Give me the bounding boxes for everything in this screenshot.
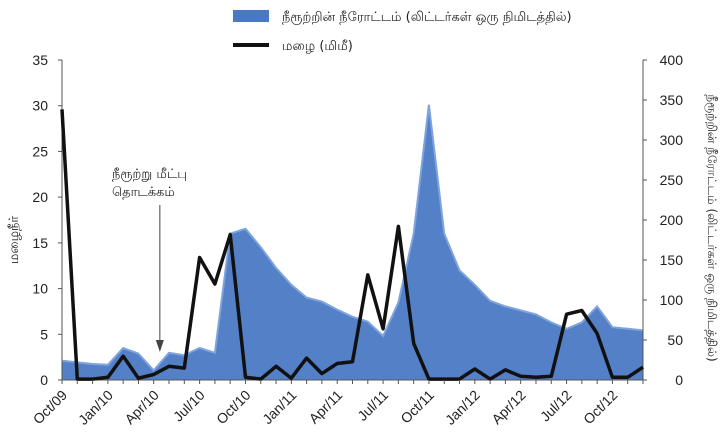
x-tick-label: Oct/12 [580, 387, 621, 428]
left-axis-title: மழைநீர் [7, 216, 22, 265]
left-tick-label: 15 [32, 235, 48, 251]
annotation-arrow-head [155, 340, 164, 352]
left-axis-ticks: 0 5 10 15 20 25 30 35 [32, 52, 62, 388]
legend-rain-label: மழை (மிமீ) [282, 39, 353, 54]
x-tick-label: Oct/11 [397, 387, 437, 427]
right-tick-label: 150 [660, 252, 684, 268]
x-tick-label: Apr/11 [306, 387, 346, 427]
flow-area [62, 104, 643, 381]
left-tick-label: 30 [32, 98, 48, 114]
x-tick-label: Oct/10 [213, 387, 254, 428]
x-tick-label: Apr/10 [121, 387, 162, 428]
right-tick-label: 200 [660, 212, 684, 228]
plot-area [60, 60, 644, 381]
x-tick-label: Jul/12 [537, 387, 575, 425]
right-tick-label: 300 [660, 132, 684, 148]
annotation-line-1: நீரூற்று மீட்பு [112, 167, 187, 182]
rain-line [60, 109, 644, 381]
legend-flow-swatch [233, 10, 269, 22]
annotation-line-2: தொடக்கம் [112, 185, 175, 200]
left-tick-label: 20 [32, 189, 48, 205]
left-tick-label: 10 [32, 281, 48, 297]
x-tick-label: Jan/12 [442, 387, 483, 428]
left-tick-label: 25 [32, 143, 48, 159]
annotation: நீரூற்று மீட்பு தொடக்கம் [112, 167, 187, 352]
flow-area-edge [61, 104, 644, 372]
legend: நீரூற்றின் நீரோட்டம் (லிட்டர்கள் ஒரு நிம… [233, 10, 572, 54]
left-tick-label: 5 [40, 326, 48, 342]
x-tick-label: Jul/11 [354, 387, 391, 424]
x-tick-label: Apr/12 [488, 387, 529, 428]
right-tick-label: 100 [660, 292, 684, 308]
right-tick-label: 400 [660, 52, 684, 68]
right-tick-label: 250 [660, 172, 684, 188]
right-axis-title: நீரூற்றின் நீரோட்டம் (லிட்டர்கள் ஒரு நிம… [704, 94, 719, 361]
x-tick-label: Oct/09 [30, 387, 71, 428]
x-tick-label: Jan/11 [259, 387, 299, 427]
right-tick-label: 350 [660, 92, 684, 108]
left-tick-label: 0 [40, 372, 48, 388]
x-tick-label: Jan/10 [75, 387, 116, 428]
right-tick-label: 50 [667, 332, 683, 348]
right-axis-ticks: 0 50 100 150 200 250 300 350 400 [643, 52, 683, 388]
x-tick-label: Jul/10 [170, 387, 208, 425]
legend-flow-label: நீரூற்றின் நீரோட்டம் (லிட்டர்கள் ஒரு நிம… [282, 10, 572, 25]
left-tick-label: 35 [32, 52, 48, 68]
x-axis-ticks: Oct/09 Jan/10 Apr/10 Jul/10 Oct/10 Jan/11 Apr/… [30, 380, 644, 428]
right-tick-label: 0 [675, 372, 683, 388]
